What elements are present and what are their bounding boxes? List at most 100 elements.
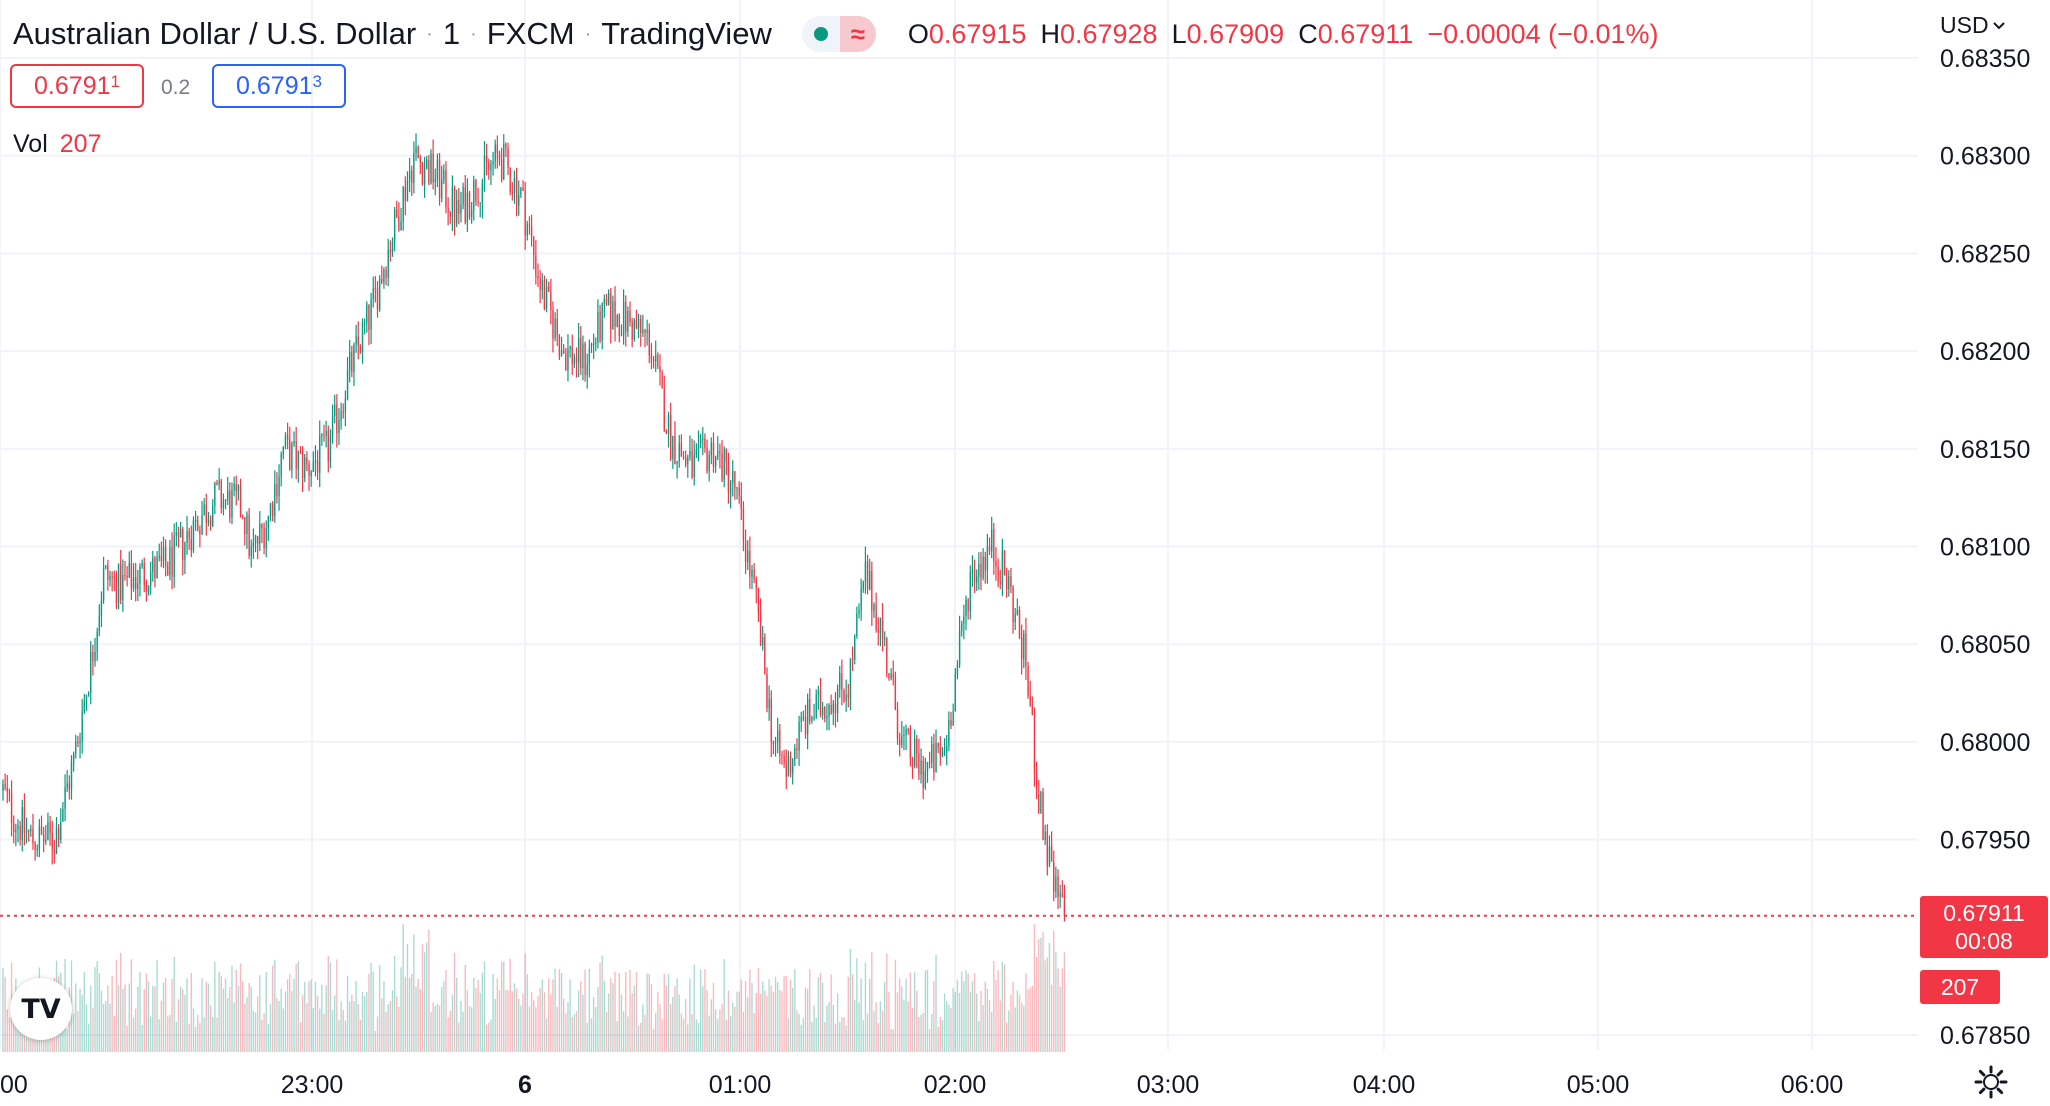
candle-body xyxy=(832,703,835,714)
volume-bar xyxy=(503,961,505,1052)
candle-body xyxy=(85,694,88,702)
volume-bar xyxy=(939,1016,942,1052)
volume-bar xyxy=(177,999,180,1052)
interval-label[interactable]: 1 xyxy=(442,16,461,51)
candle-body xyxy=(6,787,8,792)
volume-bar xyxy=(2,968,4,1052)
candle-body xyxy=(652,359,655,362)
volume-bar xyxy=(269,1003,272,1052)
data-delay-icon[interactable]: ≈ xyxy=(839,16,876,52)
candle-body xyxy=(451,187,454,217)
volume-bar xyxy=(182,989,184,1052)
candle-body xyxy=(545,286,548,309)
candle-body xyxy=(51,833,53,849)
volume-bar xyxy=(505,990,507,1052)
candle-body xyxy=(830,705,832,714)
candle-body xyxy=(64,787,66,809)
volume-bar xyxy=(490,1019,492,1052)
currency-menu[interactable]: USD xyxy=(1940,12,2005,39)
candle-body xyxy=(802,716,805,718)
symbol-name[interactable]: Australian Dollar / U.S. Dollar xyxy=(13,16,417,51)
candle-body xyxy=(894,677,897,710)
volume-bar xyxy=(477,979,479,1052)
candle-body xyxy=(470,210,473,218)
volume-bar xyxy=(586,1022,588,1052)
volume-bar xyxy=(404,976,407,1052)
y-tick-label: 0.68250 xyxy=(1940,240,2030,268)
volume-bar xyxy=(911,1008,914,1052)
gear-icon[interactable] xyxy=(1974,1065,2008,1099)
volume-bar xyxy=(263,1013,265,1052)
candle-body xyxy=(325,430,327,437)
volume-bar xyxy=(254,1012,257,1052)
candle-body xyxy=(862,582,864,589)
volume-bar xyxy=(344,1020,347,1052)
candle-body xyxy=(714,457,717,467)
volume-bar xyxy=(642,1004,644,1052)
volume-bar xyxy=(308,981,310,1052)
y-tick-label: 0.68100 xyxy=(1940,534,2030,562)
time-axis[interactable]: 00 23:00 6 01:00 02:00 03:00 04:00 05:00 06:00 xyxy=(0,1071,1843,1099)
candle-body xyxy=(479,202,481,205)
volume-bar xyxy=(890,1028,892,1052)
candle-body xyxy=(376,288,379,310)
candle-body xyxy=(237,485,240,492)
candle-body xyxy=(160,556,163,561)
candle-body xyxy=(177,532,180,538)
candle-body xyxy=(772,741,775,744)
candle-body xyxy=(432,153,434,182)
price-axis[interactable]: 0.68350 0.68300 0.68250 0.68200 0.68150 0.681… xyxy=(1940,45,2030,1050)
candle-body xyxy=(954,674,956,712)
candle-body xyxy=(455,199,458,224)
candle-body xyxy=(398,216,400,231)
volume-bar xyxy=(85,1004,88,1052)
candle-body xyxy=(558,335,561,357)
volume-bar xyxy=(295,963,297,1052)
market-status[interactable]: ≈ xyxy=(801,16,876,52)
candle-body xyxy=(717,451,719,458)
volume-bar xyxy=(806,989,809,1052)
volume-bar xyxy=(126,1025,128,1052)
volume-bar xyxy=(747,997,749,1052)
sell-price-button[interactable]: 0.6791 1 xyxy=(10,64,144,108)
volume-bar xyxy=(1003,964,1006,1052)
candle-body xyxy=(162,547,165,561)
buy-price-button[interactable]: 0.6791 3 xyxy=(212,64,346,108)
volume-bar xyxy=(265,972,267,1052)
market-open-icon[interactable] xyxy=(802,16,840,52)
volume-bar xyxy=(1016,990,1019,1052)
candle-body xyxy=(391,241,394,253)
volume-bar xyxy=(515,988,518,1052)
candle-body xyxy=(396,209,398,217)
volume-bar xyxy=(312,1007,314,1052)
volume-bar xyxy=(721,1003,723,1052)
candle-body xyxy=(308,464,310,477)
candle-body xyxy=(141,563,143,567)
candle-body xyxy=(77,741,79,744)
candle-body xyxy=(836,688,839,714)
candle-body xyxy=(402,187,404,222)
volume-bar xyxy=(824,1021,826,1052)
volume-bar xyxy=(776,982,779,1052)
candle-body xyxy=(299,450,302,453)
volume-bar xyxy=(274,959,276,1052)
candle-body xyxy=(943,752,946,754)
candle-body xyxy=(378,278,381,310)
volume-bar xyxy=(256,996,259,1052)
volume-bar xyxy=(83,972,86,1052)
candle-body xyxy=(500,159,503,180)
volume-bar xyxy=(873,1011,875,1052)
candle-body xyxy=(66,783,68,788)
volume-bar xyxy=(948,1004,950,1052)
candle-body xyxy=(415,147,417,153)
volume-legend[interactable]: Vol 207 xyxy=(13,130,101,159)
volume-bar xyxy=(66,1029,68,1052)
tradingview-logo[interactable]: TV xyxy=(10,978,72,1040)
candle-body xyxy=(47,822,49,841)
volume-bar xyxy=(201,978,203,1052)
candle-body xyxy=(552,309,554,339)
volume-bar xyxy=(199,1023,201,1052)
volume-bar xyxy=(909,972,912,1052)
candle-body xyxy=(154,557,156,578)
